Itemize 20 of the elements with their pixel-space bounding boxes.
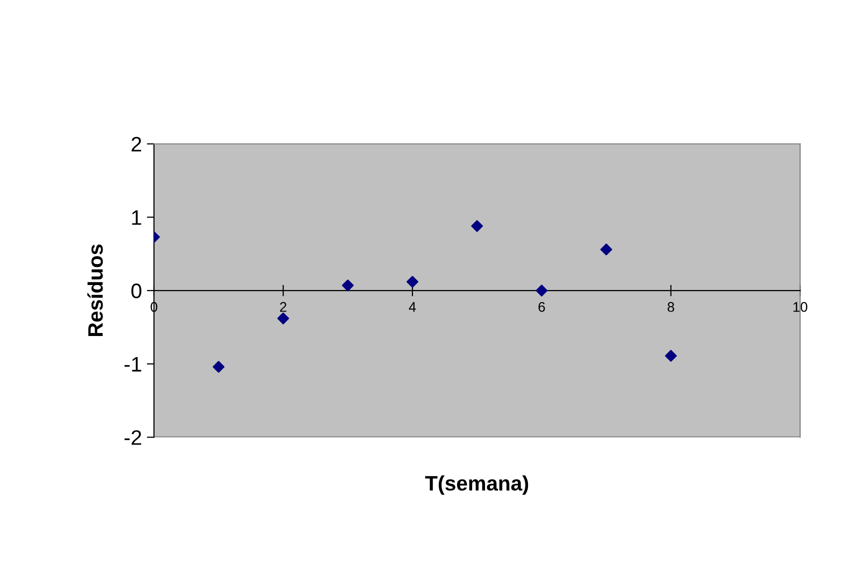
point: [600, 244, 612, 256]
x-tick-label: 4: [408, 302, 416, 312]
x-tick-label: 8: [668, 302, 674, 312]
y-axis-title: Resíduos: [87, 244, 103, 336]
x-tick-label: 6: [538, 302, 545, 312]
x-tick-label: 2: [280, 302, 286, 312]
y-tick-label: -2: [124, 430, 142, 445]
point: [342, 280, 354, 292]
point: [536, 284, 548, 296]
y-tick-label: 0: [131, 284, 142, 298]
x-tick-label: 10: [793, 302, 808, 312]
point: [665, 350, 677, 362]
point: [471, 220, 483, 232]
point: [277, 312, 290, 324]
x-axis-title: T(semana): [425, 475, 528, 495]
point: [406, 276, 418, 288]
y-tick-label: 2: [132, 136, 142, 152]
y-tick-label: 1: [132, 210, 142, 225]
y-tick-label: -1: [124, 357, 142, 372]
point: [212, 360, 224, 373]
